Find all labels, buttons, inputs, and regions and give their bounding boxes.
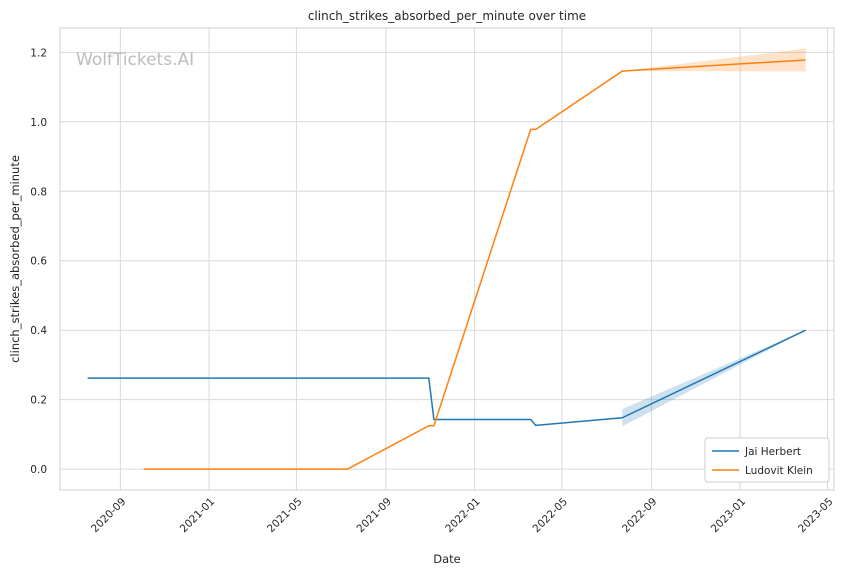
y-tick-label: 1.2 <box>30 47 47 59</box>
y-tick-label: 0.2 <box>30 395 47 407</box>
y-tick-label: 0.4 <box>30 325 47 337</box>
legend-box <box>704 437 830 483</box>
series-lines <box>87 59 806 470</box>
x-axis-label: Date <box>433 552 461 566</box>
watermark-text: WolfTickets.AI <box>76 50 194 70</box>
series-line-1 <box>143 59 806 470</box>
y-axis-label: clinch_strikes_absorbed_per_minute <box>8 155 22 363</box>
grid <box>60 28 834 490</box>
y-tick-label: 0.6 <box>30 256 47 268</box>
y-tick-label: 0.8 <box>30 186 47 198</box>
confidence-band-0 <box>622 330 806 427</box>
y-tick-label: 1.0 <box>30 117 47 129</box>
legend: Jai Herbert Ludovit Klein <box>704 437 830 483</box>
y-tick-label: 0.0 <box>30 464 47 476</box>
legend-label-0: Jai Herbert <box>744 446 801 458</box>
confidence-band-1 <box>622 48 806 72</box>
confidence-bands <box>622 48 806 427</box>
legend-label-1: Ludovit Klein <box>745 465 813 477</box>
series-line-0 <box>87 329 806 427</box>
chart-title: clinch_strikes_absorbed_per_minute over … <box>308 9 586 23</box>
plot-area <box>59 27 835 491</box>
